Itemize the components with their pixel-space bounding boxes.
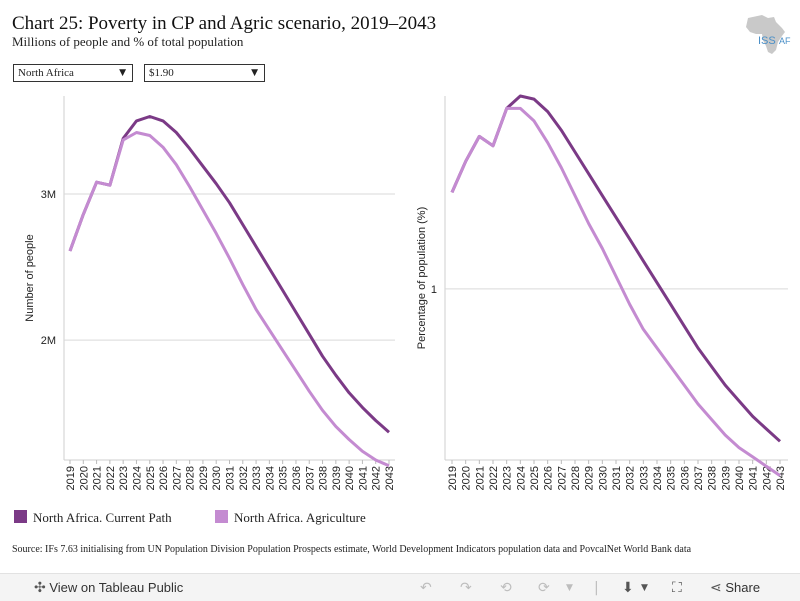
y-tick-label: 1 (431, 284, 437, 296)
x-tick-label: 2039 (720, 466, 732, 490)
share-icon: ⋖ (710, 580, 722, 596)
x-tick-label: 2030 (211, 466, 223, 490)
x-tick-label: 2035 (278, 466, 290, 490)
view-on-tableau-label: View on Tableau Public (49, 580, 184, 595)
x-tick-label: 2034 (652, 466, 664, 490)
x-tick-label: 2021 (92, 466, 104, 490)
x-tick-label: 2023 (502, 466, 514, 490)
x-tick-label: 2032 (238, 466, 250, 490)
x-tick-label: 2034 (264, 466, 276, 490)
x-tick-label: 2027 (556, 466, 568, 490)
threshold-dropdown-value: $1.90 (149, 67, 174, 79)
x-tick-label: 2032 (625, 466, 637, 490)
legend-swatch (14, 510, 27, 523)
x-tick-label: 2043 (384, 466, 396, 490)
x-tick-label: 2028 (570, 466, 582, 490)
x-tick-label: 2036 (679, 466, 691, 490)
revert-icon[interactable]: ⟲ (500, 580, 512, 596)
x-tick-label: 2019 (447, 466, 459, 490)
logo-text-suffix: AF (779, 36, 791, 46)
x-tick-label: 2031 (225, 466, 237, 490)
share-label: Share (725, 580, 761, 595)
x-tick-label: 2035 (666, 466, 678, 490)
x-tick-label: 2029 (584, 466, 596, 490)
x-tick-label: 2022 (105, 466, 117, 490)
series-line-agriculture (450, 106, 781, 477)
x-tick-label: 2042 (761, 466, 773, 490)
x-tick-label: 2033 (638, 466, 650, 490)
legend-item-agriculture[interactable]: North Africa. Agriculture (215, 510, 366, 526)
series-line-agriculture (68, 131, 390, 468)
x-tick-label: 2029 (198, 466, 210, 490)
x-tick-label: 2041 (357, 466, 369, 490)
source-note: Source: IFs 7.63 initialising from UN Po… (12, 544, 692, 555)
threshold-dropdown[interactable]: $1.90 ▼ (144, 64, 265, 82)
y-axis-label: Number of people (24, 234, 36, 321)
x-tick-label: 2037 (693, 466, 705, 490)
view-on-tableau-button[interactable]: ✣ View on Tableau Public (34, 580, 183, 596)
chart-subtitle: Millions of people and % of total popula… (12, 34, 244, 49)
iss-africa-logo: ISS AF (746, 15, 791, 54)
fullscreen-icon[interactable]: ⛶ (672, 580, 682, 596)
x-tick-label: 2030 (597, 466, 609, 490)
refresh-icon[interactable]: ⟳ (538, 580, 550, 596)
y-axis-label: Percentage of population (%) (416, 207, 428, 349)
series-line-current-path (68, 115, 390, 434)
tableau-icon: ✣ (34, 580, 46, 596)
legend-swatch (215, 510, 228, 523)
x-tick-label: 2025 (529, 466, 541, 490)
logo-text: ISS (758, 35, 776, 47)
x-tick-label: 2027 (171, 466, 183, 490)
chevron-down-icon: ▼ (251, 68, 258, 78)
y-tick-label: 2M (41, 335, 56, 347)
x-tick-label: 2038 (318, 466, 330, 490)
download-dropdown-icon[interactable]: ▼ (641, 583, 648, 593)
x-tick-label: 2036 (291, 466, 303, 490)
x-tick-label: 2031 (611, 466, 623, 490)
x-tick-label: 2042 (371, 466, 383, 490)
legend-item-current-path[interactable]: North Africa. Current Path (14, 510, 172, 526)
x-tick-label: 2039 (331, 466, 343, 490)
region-dropdown[interactable]: North Africa ▼ (13, 64, 133, 82)
x-tick-label: 2022 (488, 466, 500, 490)
y-tick-label: 3M (41, 189, 56, 201)
download-icon[interactable]: ⬇ (622, 580, 634, 596)
x-tick-label: 2024 (131, 466, 143, 490)
undo-icon[interactable]: ↶ (420, 580, 432, 596)
x-tick-label: 2040 (734, 466, 746, 490)
refresh-dropdown-icon[interactable]: ▼ (566, 583, 573, 593)
x-tick-label: 2024 (515, 466, 527, 490)
x-tick-label: 2040 (344, 466, 356, 490)
redo-icon[interactable]: ↷ (460, 580, 472, 596)
x-tick-label: 2028 (185, 466, 197, 490)
legend-label: North Africa. Agriculture (234, 510, 366, 525)
chevron-down-icon: ▼ (119, 68, 126, 78)
x-tick-label: 2025 (145, 466, 157, 490)
tableau-footer: ✣ View on Tableau Public ↶ ↷ ⟲ ⟳ ▼ | ⬇ ▼… (0, 573, 800, 601)
chart-title: Chart 25: Poverty in CP and Agric scenar… (12, 13, 437, 34)
x-tick-label: 2021 (474, 466, 486, 490)
region-dropdown-value: North Africa (18, 67, 74, 79)
legend-label: North Africa. Current Path (33, 510, 172, 525)
series-line-current-path (450, 94, 782, 443)
x-tick-label: 2026 (158, 466, 170, 490)
x-tick-label: 2020 (78, 466, 90, 490)
x-tick-label: 2020 (461, 466, 473, 490)
share-button[interactable]: ⋖ Share (710, 580, 760, 596)
x-tick-label: 2041 (748, 466, 760, 490)
x-tick-label: 2038 (707, 466, 719, 490)
x-tick-label: 2019 (65, 466, 77, 490)
x-tick-label: 2033 (251, 466, 263, 490)
x-tick-label: 2043 (775, 466, 787, 490)
chart-panel-1: 2M 3M Number of people 2019 2020 2021 2022 2023… (24, 96, 396, 490)
x-tick-label: 2037 (304, 466, 316, 490)
x-tick-label: 2023 (118, 466, 130, 490)
x-tick-label: 2026 (543, 466, 555, 490)
separator-divider: | (594, 580, 599, 596)
